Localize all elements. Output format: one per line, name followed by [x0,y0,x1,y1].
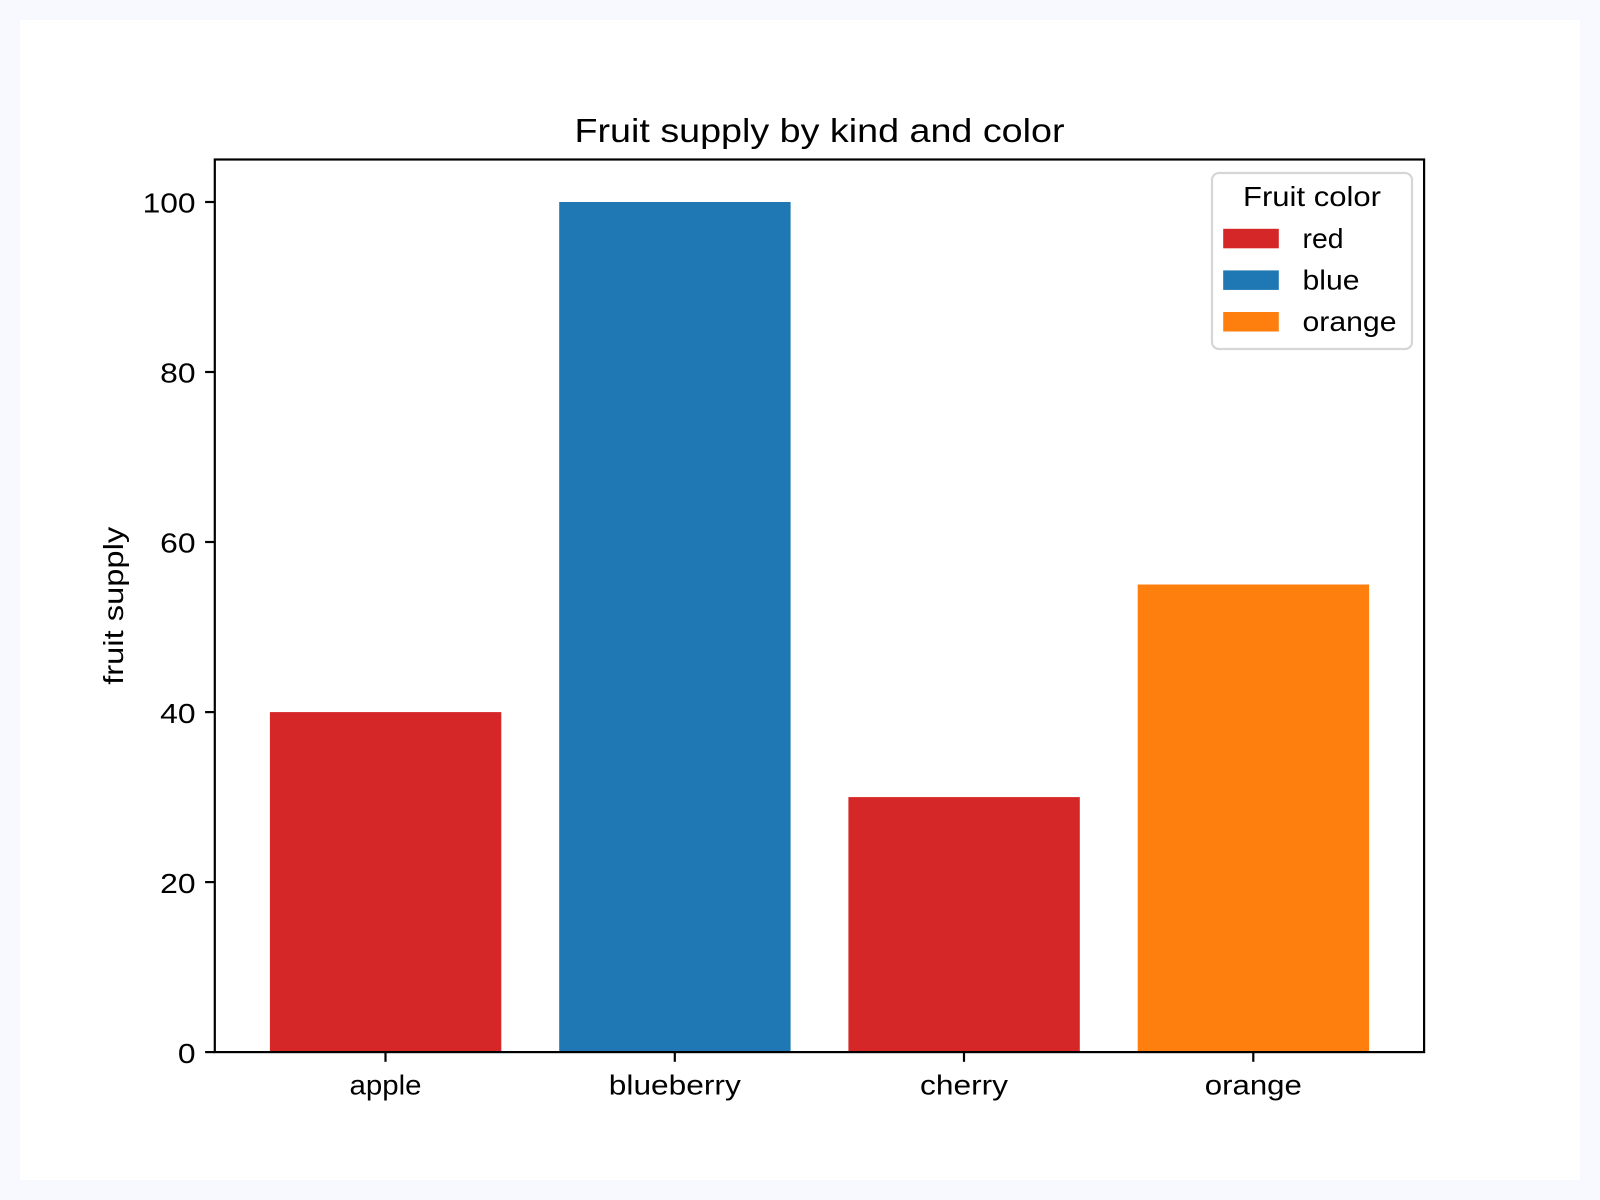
svg-text:apple: apple [350,1069,422,1100]
svg-text:0: 0 [178,1038,196,1069]
svg-text:40: 40 [160,698,195,729]
svg-text:80: 80 [160,358,195,389]
svg-text:Fruit color: Fruit color [1243,181,1381,212]
svg-text:100: 100 [143,188,196,219]
svg-text:red: red [1303,223,1344,254]
svg-text:blue: blue [1303,265,1360,296]
svg-text:60: 60 [160,528,195,559]
svg-text:cherry: cherry [920,1069,1008,1100]
svg-text:20: 20 [160,868,195,899]
svg-text:blueberry: blueberry [609,1069,741,1100]
svg-text:Fruit supply by kind and color: Fruit supply by kind and color [575,113,1065,150]
svg-text:fruit supply: fruit supply [98,527,129,685]
svg-text:orange: orange [1205,1069,1302,1100]
svg-text:orange: orange [1303,306,1397,337]
